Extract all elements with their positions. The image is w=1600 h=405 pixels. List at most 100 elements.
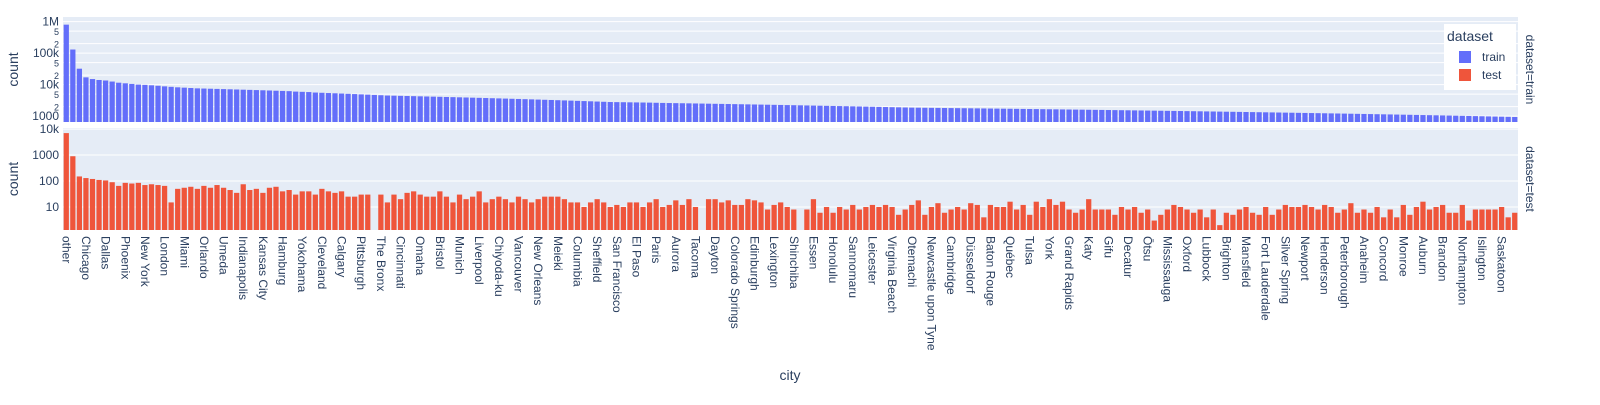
bar [306, 191, 312, 230]
bar [227, 89, 233, 122]
legend-swatch[interactable] [1459, 51, 1471, 63]
bar [764, 104, 771, 122]
x-tick-label: Cleveland [315, 236, 329, 289]
bar [1190, 111, 1197, 122]
bar [470, 196, 476, 230]
legend-label[interactable]: train [1482, 50, 1505, 64]
bar [1007, 108, 1013, 122]
bar [1354, 212, 1361, 230]
y-tick-label: 100k [33, 46, 60, 60]
bar [568, 100, 574, 122]
bar [1079, 109, 1085, 122]
bar [941, 107, 948, 122]
bar [247, 190, 253, 230]
bar [535, 99, 541, 122]
bar [1420, 201, 1426, 230]
x-tick-label: Leicester [865, 236, 879, 285]
bar [863, 106, 869, 122]
bar [456, 97, 463, 122]
bar [509, 98, 515, 122]
bar [1354, 113, 1361, 122]
bar [810, 105, 817, 122]
bar [102, 180, 109, 230]
bar [201, 88, 207, 122]
bar [725, 200, 731, 230]
x-tick-label: Monroe [1396, 236, 1410, 277]
bar [338, 93, 345, 122]
x-tick-label: Sannomaru [846, 236, 860, 298]
bar [738, 204, 744, 230]
bar [1341, 113, 1347, 122]
bar [411, 96, 417, 122]
bar [1131, 110, 1138, 122]
bar [148, 85, 155, 122]
bar [1433, 115, 1439, 122]
bar [882, 107, 889, 122]
bar [909, 107, 915, 122]
bar [640, 102, 646, 122]
bar [692, 206, 699, 230]
bar [463, 199, 469, 230]
bar [1027, 214, 1033, 230]
bar [791, 209, 797, 230]
bar [1125, 110, 1131, 122]
bar [1466, 115, 1472, 122]
bar [378, 194, 384, 230]
bar [856, 209, 862, 230]
bar [1072, 212, 1079, 230]
bar [214, 185, 220, 230]
bar [1479, 209, 1485, 230]
bar [574, 202, 581, 230]
bar [1348, 113, 1354, 122]
x-tick-label: Bristol [433, 236, 447, 269]
bar [778, 202, 784, 230]
bar [234, 89, 240, 122]
x-tick-label: Hamburg [276, 236, 290, 285]
bar [817, 212, 823, 230]
bar [345, 93, 351, 122]
x-tick-label: Düsseldorf [964, 236, 978, 294]
bar [391, 95, 397, 122]
bar [397, 95, 404, 122]
bar [869, 204, 876, 230]
bar [1341, 209, 1347, 230]
bar [961, 108, 967, 122]
bar [574, 100, 581, 122]
bar [909, 204, 915, 230]
bar [955, 206, 961, 230]
legend-label[interactable]: test [1482, 68, 1502, 82]
bar [476, 191, 482, 230]
bar [424, 196, 430, 230]
bar [155, 185, 161, 230]
bar [1295, 206, 1302, 230]
bar [679, 103, 685, 122]
bar [1295, 112, 1302, 122]
x-tick-label: Shinchiba [787, 236, 801, 289]
legend-swatch[interactable] [1459, 69, 1471, 81]
bar [705, 103, 712, 122]
bar [358, 194, 364, 230]
bar [1289, 112, 1295, 122]
bar [594, 101, 600, 122]
bar [646, 102, 653, 122]
bar [568, 202, 574, 230]
bar [253, 188, 259, 230]
bar [797, 105, 803, 122]
x-tick-label: other [59, 236, 73, 263]
bar [496, 98, 502, 122]
bar [279, 191, 286, 230]
x-tick-label: El Paso [629, 236, 643, 278]
bar [1269, 214, 1275, 230]
bar [214, 88, 220, 122]
bar [1322, 204, 1328, 230]
bar [935, 107, 941, 122]
bar [207, 88, 214, 122]
bar [548, 99, 554, 122]
bar [1249, 212, 1256, 230]
bar [882, 204, 889, 230]
bar [1413, 206, 1420, 230]
bar [63, 133, 69, 230]
bar [542, 99, 548, 122]
bar [1230, 214, 1236, 230]
bar [1322, 113, 1328, 122]
